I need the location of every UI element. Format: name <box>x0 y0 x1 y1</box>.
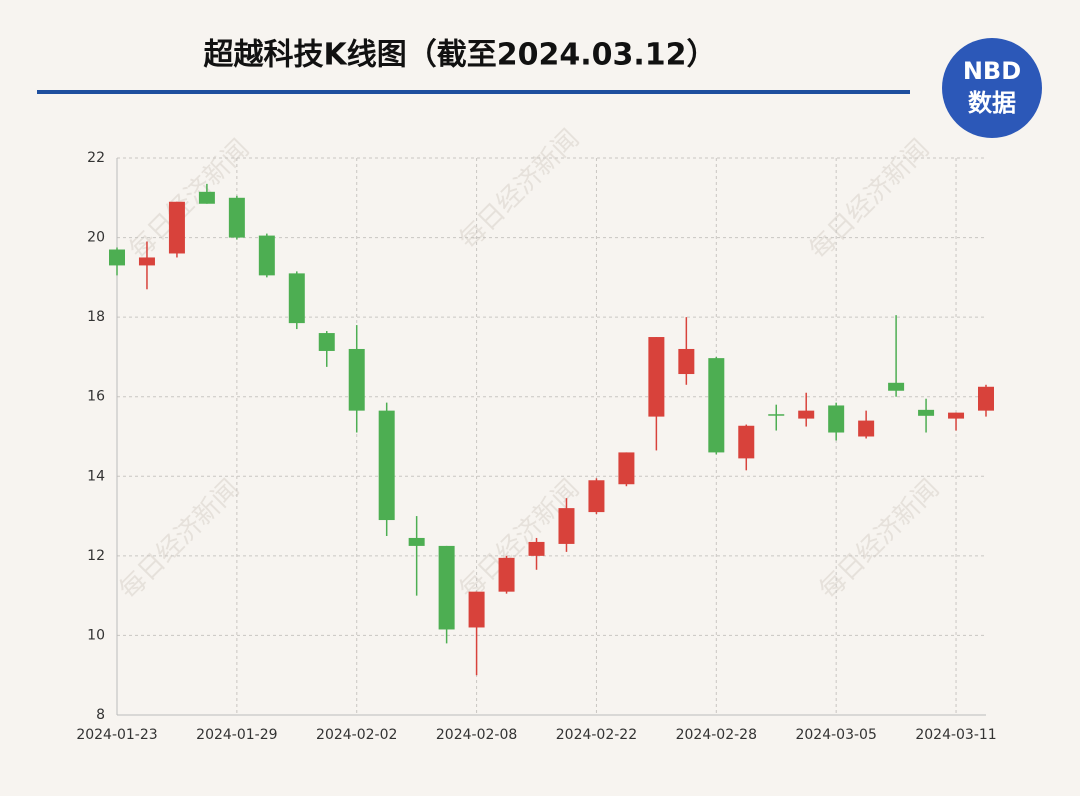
x-tick-label: 2024-02-08 <box>436 727 517 743</box>
candle-body <box>498 557 515 592</box>
logo-badge <box>942 38 1042 138</box>
x-tick-label: 2024-02-22 <box>556 727 637 743</box>
logo-text: 数据 <box>968 89 1016 117</box>
x-tick-label: 2024-01-29 <box>196 727 277 743</box>
x-tick-label: 2024-01-23 <box>76 727 157 743</box>
candle-body <box>138 257 155 266</box>
x-tick-label: 2024-03-11 <box>915 727 996 743</box>
candle-body <box>888 382 905 391</box>
y-tick-label: 10 <box>87 627 105 643</box>
candle-body <box>558 508 575 544</box>
candle-body <box>378 410 395 521</box>
candle-body <box>768 414 785 416</box>
candle-body <box>678 348 695 375</box>
candle-body <box>109 249 125 266</box>
candle-body <box>948 412 965 419</box>
y-tick-label: 12 <box>87 548 105 564</box>
chart-title: 超越科技K线图（截至2024.03.12） <box>203 38 716 73</box>
candle-body <box>978 386 994 411</box>
y-tick-label: 14 <box>87 468 105 484</box>
candle-body <box>708 358 725 453</box>
candle-body <box>228 197 245 238</box>
candle-body <box>798 410 815 419</box>
candle-body <box>408 537 425 546</box>
candle-body <box>198 191 215 204</box>
candle-body <box>738 425 755 459</box>
candle-body <box>588 480 605 513</box>
candle-body <box>168 201 185 254</box>
candle-body <box>858 420 875 437</box>
candle-body <box>348 348 365 411</box>
candle-body <box>258 235 275 276</box>
y-tick-label: 22 <box>87 150 105 166</box>
candle-body <box>648 337 665 417</box>
candle-body <box>528 541 545 556</box>
y-tick-label: 8 <box>96 707 105 723</box>
y-tick-label: 20 <box>87 230 105 246</box>
x-tick-label: 2024-02-28 <box>676 727 757 743</box>
x-tick-label: 2024-03-05 <box>795 727 876 743</box>
candle-body <box>468 591 485 628</box>
candle-body <box>288 273 305 324</box>
x-tick-label: 2024-02-02 <box>316 727 397 743</box>
candle-body <box>318 333 335 351</box>
y-tick-label: 16 <box>87 389 105 405</box>
candle-body <box>438 545 455 630</box>
logo-text: NBD <box>963 57 1021 85</box>
candle-body <box>618 452 635 485</box>
candle-body <box>828 405 845 433</box>
y-tick-label: 18 <box>87 309 105 325</box>
candle-body <box>918 409 935 416</box>
